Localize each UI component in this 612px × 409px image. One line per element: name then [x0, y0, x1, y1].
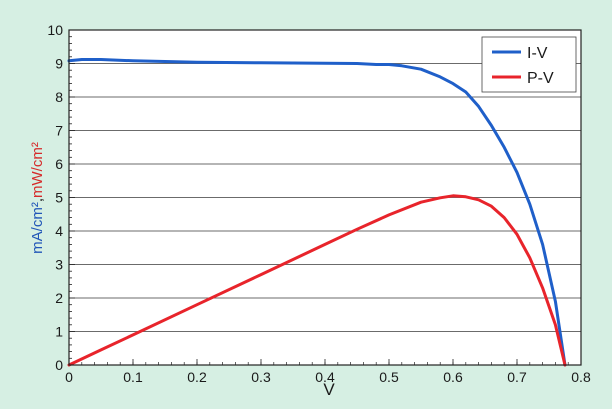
- y-tick-label-8: 8: [55, 89, 63, 105]
- y-axis-label: mA/cm²,mW/cm²: [29, 142, 46, 254]
- y-axis-label-separator: ,: [29, 198, 46, 202]
- x-tick-label-0: 0: [65, 369, 73, 385]
- legend-label-pv: P-V: [527, 70, 554, 87]
- y-tick-label-4: 4: [55, 223, 63, 239]
- series-line-p-v: [67, 194, 567, 367]
- x-tick-label-5: 0.5: [379, 369, 399, 385]
- legend-box: [481, 36, 577, 93]
- plot-area-border: [68, 29, 582, 366]
- y-tick-label-7: 7: [55, 123, 63, 139]
- x-tick-label-3: 0.3: [251, 369, 271, 385]
- x-tick-label-7: 0.7: [507, 369, 527, 385]
- y-tick-label-6: 6: [55, 156, 63, 172]
- x-tick-label-6: 0.6: [443, 369, 463, 385]
- tick-layer: 0 1 2 3 4 5 6 7 8 9 10 0 0.1 0.2 0.3 0.4 0.5 0.6 0.7 0.8: [47, 22, 591, 385]
- y-tick-label-3: 3: [55, 257, 63, 273]
- x-axis-label: V: [323, 380, 335, 399]
- series-line-i-v: [67, 58, 567, 367]
- x-tick-label-1: 0.1: [123, 369, 143, 385]
- y-axis-label-current: mA/cm²: [29, 202, 46, 254]
- y-axis-label-power: mW/cm²: [29, 142, 46, 198]
- y-tick-label-9: 9: [55, 56, 63, 72]
- x-tick-label-2: 0.2: [187, 369, 207, 385]
- y-tick-label-0: 0: [55, 357, 63, 373]
- y-tick-label-1: 1: [55, 324, 63, 340]
- legend: I-V P-V: [481, 36, 577, 93]
- y-tick-label-5: 5: [55, 190, 63, 206]
- legend-label-iv: I-V: [527, 45, 548, 62]
- x-tick-label-8: 0.8: [571, 369, 591, 385]
- y-tick-label-2: 2: [55, 290, 63, 306]
- y-tick-label-10: 10: [47, 22, 63, 38]
- x-tick-label-4: 0.4: [315, 369, 335, 385]
- series-layer: [67, 58, 567, 367]
